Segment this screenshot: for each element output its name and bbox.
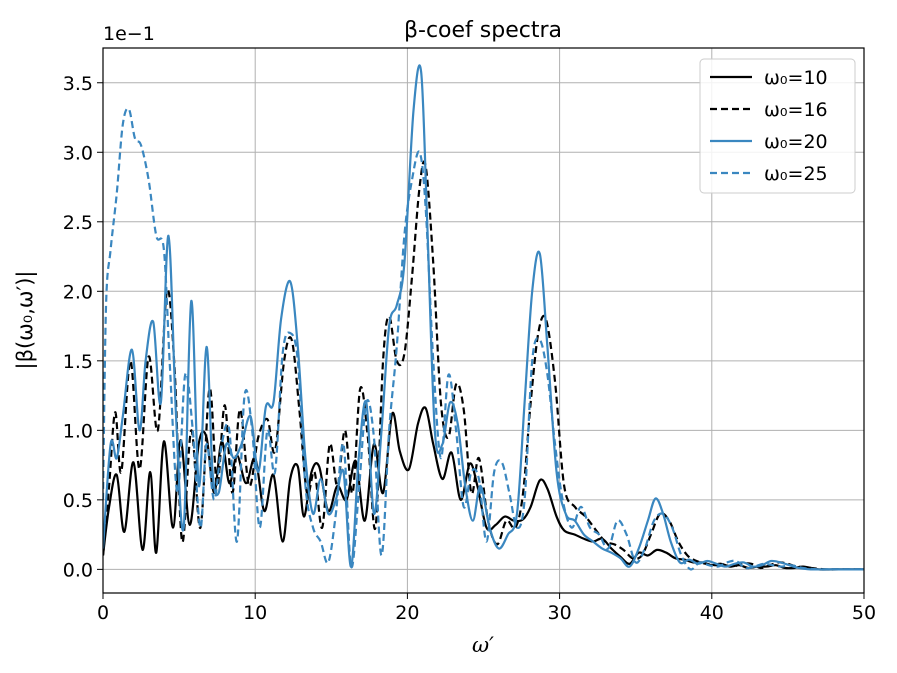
- chart-title: β-coef spectra: [404, 18, 562, 43]
- y-tick-label: 3.5: [63, 73, 93, 95]
- y-tick-label: 0.0: [63, 559, 93, 581]
- legend: ω₀=10 ω₀=16 ω₀=20 ω₀=25: [699, 58, 856, 194]
- y-tick-label: 0.5: [63, 490, 93, 512]
- series-line-3: [103, 64, 864, 571]
- x-ticks: 0 10 20 30 40 50: [97, 593, 876, 624]
- series-line-4: [103, 107, 864, 571]
- legend-label-1: ω₀=10: [764, 67, 828, 89]
- y-tick-label: 3.0: [63, 142, 93, 164]
- legend-label-3: ω₀=20: [764, 131, 828, 153]
- x-tick-label: 10: [243, 602, 267, 624]
- plot-frame: [102, 47, 865, 594]
- y-tick-label: 2.0: [63, 281, 93, 303]
- legend-label-2: ω₀=16: [764, 99, 828, 121]
- x-tick-label: 0: [97, 602, 109, 624]
- legend-label-4: ω₀=25: [764, 163, 828, 185]
- series-line-2: [103, 160, 864, 571]
- x-tick-label: 30: [548, 602, 572, 624]
- x-tick-label: 20: [395, 602, 419, 624]
- y-tick-label: 1.0: [63, 420, 93, 442]
- y-tick-label: 2.5: [63, 212, 93, 234]
- y-tick-label: 1.5: [63, 351, 93, 373]
- legend-box: [699, 58, 856, 194]
- series-layer: [103, 64, 864, 571]
- x-tick-label: 40: [700, 602, 724, 624]
- y-offset-label: 1e−1: [103, 23, 155, 45]
- y-axis-label: |β(ω₀,ω′)|: [13, 271, 38, 370]
- y-ticks: 0.0 0.5 1.0 1.5 2.0 2.5 3.0 3.5: [63, 73, 103, 581]
- x-tick-label: 50: [852, 602, 876, 624]
- x-axis-label: ω′: [472, 633, 494, 657]
